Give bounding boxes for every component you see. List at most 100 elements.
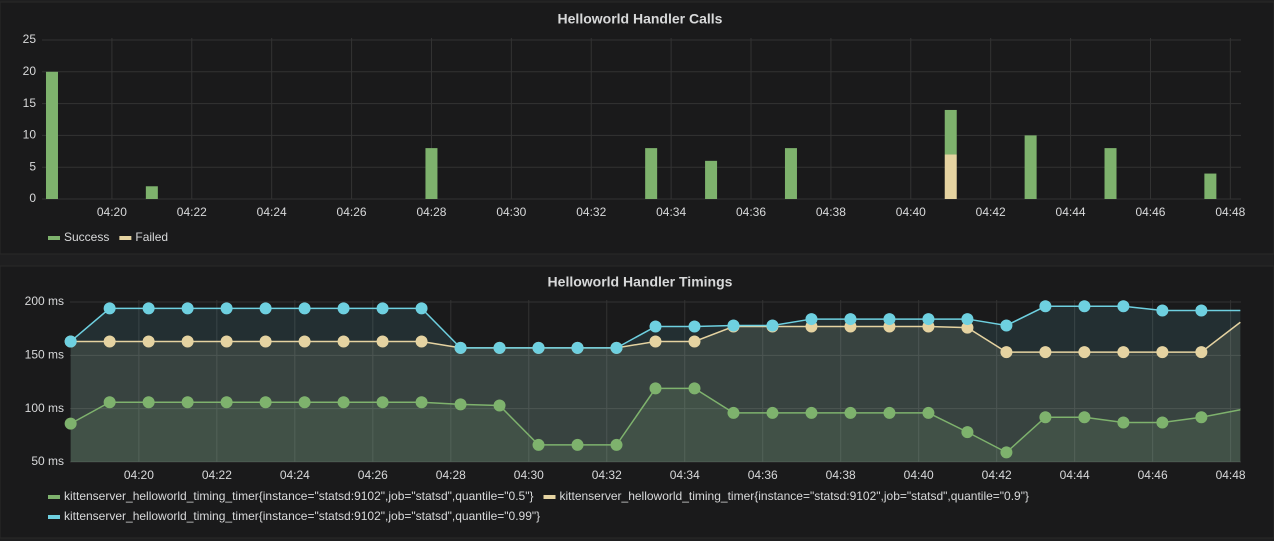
data-point xyxy=(649,382,662,395)
data-point xyxy=(844,313,857,326)
data-point xyxy=(64,417,77,430)
y-tick-label: 20 xyxy=(23,64,37,78)
data-point xyxy=(64,335,77,348)
data-point xyxy=(142,335,155,348)
x-tick-label: 04:20 xyxy=(97,205,127,219)
y-tick-label: 150 ms xyxy=(25,348,64,362)
y-tick-label: 0 xyxy=(29,191,36,205)
data-point xyxy=(571,341,584,354)
x-tick-label: 04:48 xyxy=(1216,468,1246,482)
data-point xyxy=(259,396,272,409)
data-point xyxy=(532,341,545,354)
data-point xyxy=(1039,346,1052,359)
x-tick-label: 04:46 xyxy=(1135,205,1165,219)
bar xyxy=(645,148,658,199)
data-point xyxy=(922,313,935,326)
data-point xyxy=(1195,346,1208,359)
data-point xyxy=(883,313,896,326)
x-tick-label: 04:32 xyxy=(576,205,606,219)
data-point xyxy=(688,382,701,395)
x-tick-label: 04:34 xyxy=(656,205,686,219)
data-point xyxy=(805,406,818,419)
bar xyxy=(944,154,957,199)
bar xyxy=(45,71,58,199)
data-point xyxy=(961,426,974,439)
data-point xyxy=(337,302,350,315)
bar xyxy=(784,148,797,199)
x-tick-label: 04:36 xyxy=(748,468,778,482)
x-tick-label: 04:42 xyxy=(982,468,1012,482)
data-point xyxy=(1078,411,1091,424)
bar xyxy=(145,186,158,199)
data-point xyxy=(688,335,701,348)
legend-label: Failed xyxy=(135,230,168,244)
data-point xyxy=(1039,300,1052,313)
data-point xyxy=(220,335,233,348)
x-tick-label: 04:30 xyxy=(514,468,544,482)
data-point xyxy=(454,341,467,354)
x-tick-label: 04:30 xyxy=(496,205,526,219)
series-area xyxy=(70,388,1241,462)
data-point xyxy=(727,406,740,419)
data-point xyxy=(883,406,896,419)
x-tick-label: 04:38 xyxy=(816,205,846,219)
bar xyxy=(1204,173,1217,199)
data-point xyxy=(844,406,857,419)
data-point xyxy=(415,302,428,315)
data-point xyxy=(142,396,155,409)
x-tick-label: 04:28 xyxy=(436,468,466,482)
data-point xyxy=(961,313,974,326)
x-tick-label: 04:40 xyxy=(904,468,934,482)
data-point xyxy=(337,396,350,409)
data-point xyxy=(610,438,623,451)
bar xyxy=(705,160,718,199)
data-point xyxy=(766,406,779,419)
x-tick-label: 04:46 xyxy=(1138,468,1168,482)
data-point xyxy=(181,396,194,409)
x-tick-label: 04:22 xyxy=(177,205,207,219)
bar xyxy=(1104,148,1117,199)
panel-title: Helloworld Handler Calls xyxy=(558,11,723,27)
data-point xyxy=(922,406,935,419)
data-point xyxy=(1156,304,1169,317)
data-point xyxy=(805,313,818,326)
x-tick-label: 04:44 xyxy=(1056,205,1086,219)
y-tick-label: 5 xyxy=(29,159,36,173)
data-point xyxy=(298,302,311,315)
data-point xyxy=(649,335,662,348)
x-tick-label: 04:36 xyxy=(736,205,766,219)
x-tick-label: 04:38 xyxy=(826,468,856,482)
data-point xyxy=(103,302,116,315)
data-point xyxy=(1078,300,1091,313)
data-point xyxy=(766,319,779,332)
data-point xyxy=(688,320,701,333)
data-point xyxy=(1000,346,1013,359)
data-point xyxy=(493,341,506,354)
data-point xyxy=(1195,304,1208,317)
legend-label: kittenserver_helloworld_timing_timer{ins… xyxy=(560,489,1030,503)
x-tick-label: 04:34 xyxy=(670,468,700,482)
data-point xyxy=(376,302,389,315)
x-tick-label: 04:48 xyxy=(1215,205,1245,219)
bar xyxy=(944,109,957,155)
data-point xyxy=(415,335,428,348)
panel-title: Helloworld Handler Timings xyxy=(548,274,733,290)
x-tick-label: 04:26 xyxy=(358,468,388,482)
x-tick-label: 04:32 xyxy=(592,468,622,482)
data-point xyxy=(571,438,584,451)
x-tick-label: 04:22 xyxy=(202,468,232,482)
legend-label: kittenserver_helloworld_timing_timer{ins… xyxy=(64,509,540,523)
x-tick-label: 04:24 xyxy=(257,205,287,219)
data-point xyxy=(649,320,662,333)
data-point xyxy=(220,396,233,409)
data-point xyxy=(610,341,623,354)
data-point xyxy=(1156,346,1169,359)
data-point xyxy=(1039,411,1052,424)
data-point xyxy=(181,335,194,348)
y-tick-label: 100 ms xyxy=(25,401,64,415)
data-point xyxy=(337,335,350,348)
data-point xyxy=(259,302,272,315)
data-point xyxy=(181,302,194,315)
x-tick-label: 04:42 xyxy=(976,205,1006,219)
